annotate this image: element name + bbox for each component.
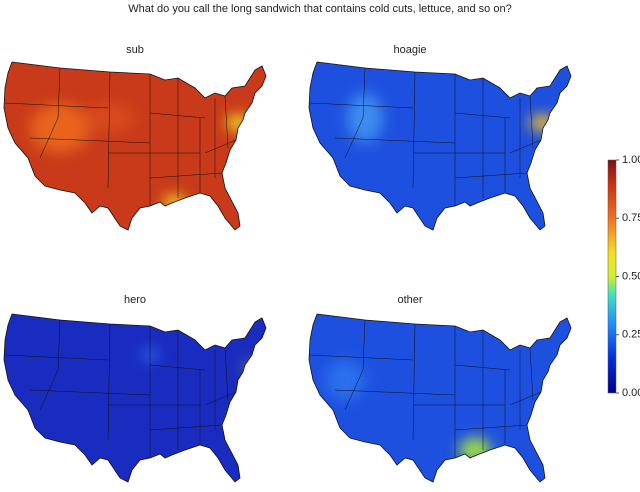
colorbar-tick-label: 1.00 bbox=[622, 154, 640, 166]
map-panel bbox=[308, 61, 572, 231]
panel-title: hoagie bbox=[393, 44, 426, 56]
map-panel bbox=[308, 313, 572, 483]
colorbar-tick-label: 0.00 bbox=[622, 387, 640, 399]
colorbar-ramp bbox=[607, 159, 617, 394]
colorbar-tick-label: 0.50 bbox=[622, 270, 640, 282]
panel-title: other bbox=[397, 294, 422, 306]
map-panel bbox=[3, 313, 267, 483]
panel-title: sub bbox=[126, 44, 144, 56]
colorbar: 0.00 0.25 0.50 0.75 1.00 bbox=[607, 154, 640, 399]
colorbar-tick-label: 0.25 bbox=[622, 329, 640, 341]
colorbar-tick-label: 0.75 bbox=[622, 212, 640, 224]
panel-title: hero bbox=[124, 294, 146, 306]
map-panel bbox=[3, 61, 267, 231]
figure-title: What do you call the long sandwich that … bbox=[128, 3, 511, 15]
